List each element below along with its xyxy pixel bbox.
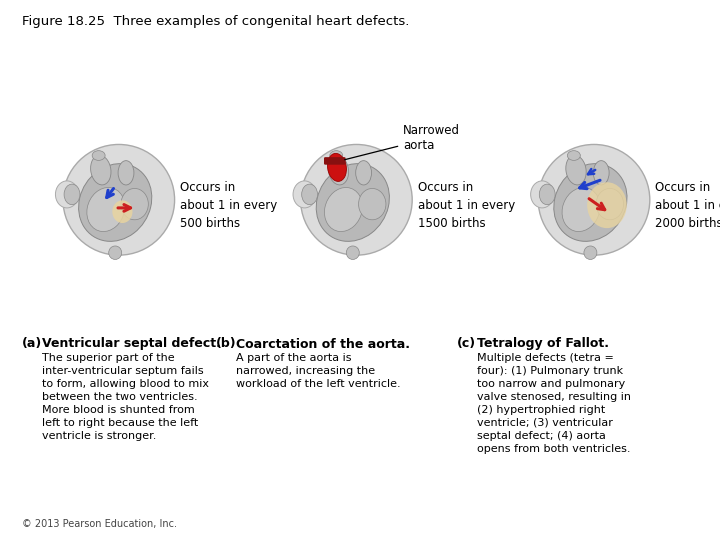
Text: Figure 18.25  Three examples of congenital heart defects.: Figure 18.25 Three examples of congenita…	[22, 15, 409, 28]
Ellipse shape	[301, 145, 412, 255]
Ellipse shape	[109, 246, 122, 259]
Ellipse shape	[593, 160, 609, 185]
Ellipse shape	[87, 187, 125, 232]
Ellipse shape	[356, 160, 372, 185]
Ellipse shape	[328, 156, 348, 185]
Text: Ventricular septal defect.: Ventricular septal defect.	[42, 338, 220, 350]
Ellipse shape	[588, 183, 626, 228]
Text: Multiple defects (tetra =
four): (1) Pulmonary trunk
too narrow and pulmonary
va: Multiple defects (tetra = four): (1) Pul…	[477, 353, 631, 454]
Ellipse shape	[78, 164, 152, 241]
Ellipse shape	[316, 164, 390, 241]
Text: The superior part of the
inter-ventricular septum fails
to form, allowing blood : The superior part of the inter-ventricul…	[42, 353, 209, 441]
Text: (b): (b)	[216, 338, 237, 350]
Ellipse shape	[121, 188, 148, 220]
Ellipse shape	[64, 184, 80, 205]
Text: Occurs in
about 1 in every
2000 births: Occurs in about 1 in every 2000 births	[655, 181, 720, 230]
FancyBboxPatch shape	[324, 157, 346, 165]
Ellipse shape	[596, 188, 624, 220]
Ellipse shape	[63, 145, 175, 255]
Text: Coarctation of the aorta.: Coarctation of the aorta.	[236, 338, 410, 350]
Text: Occurs in
about 1 in every
1500 births: Occurs in about 1 in every 1500 births	[418, 181, 515, 230]
Text: © 2013 Pearson Education, Inc.: © 2013 Pearson Education, Inc.	[22, 519, 176, 529]
Ellipse shape	[531, 181, 554, 208]
Ellipse shape	[328, 153, 346, 181]
Ellipse shape	[539, 184, 555, 205]
Ellipse shape	[346, 246, 359, 259]
Ellipse shape	[584, 246, 597, 259]
Ellipse shape	[302, 184, 318, 205]
Ellipse shape	[562, 187, 600, 232]
Text: Tetralogy of Fallot.: Tetralogy of Fallot.	[477, 338, 609, 350]
Ellipse shape	[118, 160, 134, 185]
Ellipse shape	[567, 151, 580, 160]
Text: A part of the aorta is
narrowed, increasing the
workload of the left ventricle.: A part of the aorta is narrowed, increas…	[236, 353, 401, 389]
Ellipse shape	[359, 188, 386, 220]
Ellipse shape	[566, 156, 586, 185]
Ellipse shape	[330, 151, 343, 160]
Ellipse shape	[91, 156, 111, 185]
Ellipse shape	[55, 181, 78, 208]
Ellipse shape	[554, 164, 627, 241]
Ellipse shape	[92, 151, 105, 160]
Ellipse shape	[293, 181, 316, 208]
Text: (c): (c)	[457, 338, 477, 350]
Ellipse shape	[539, 145, 649, 255]
Text: Narrowed
aorta: Narrowed aorta	[345, 124, 460, 160]
Text: Occurs in
about 1 in every
500 births: Occurs in about 1 in every 500 births	[180, 181, 277, 230]
Ellipse shape	[325, 187, 362, 232]
Ellipse shape	[112, 200, 132, 223]
Text: (a): (a)	[22, 338, 42, 350]
